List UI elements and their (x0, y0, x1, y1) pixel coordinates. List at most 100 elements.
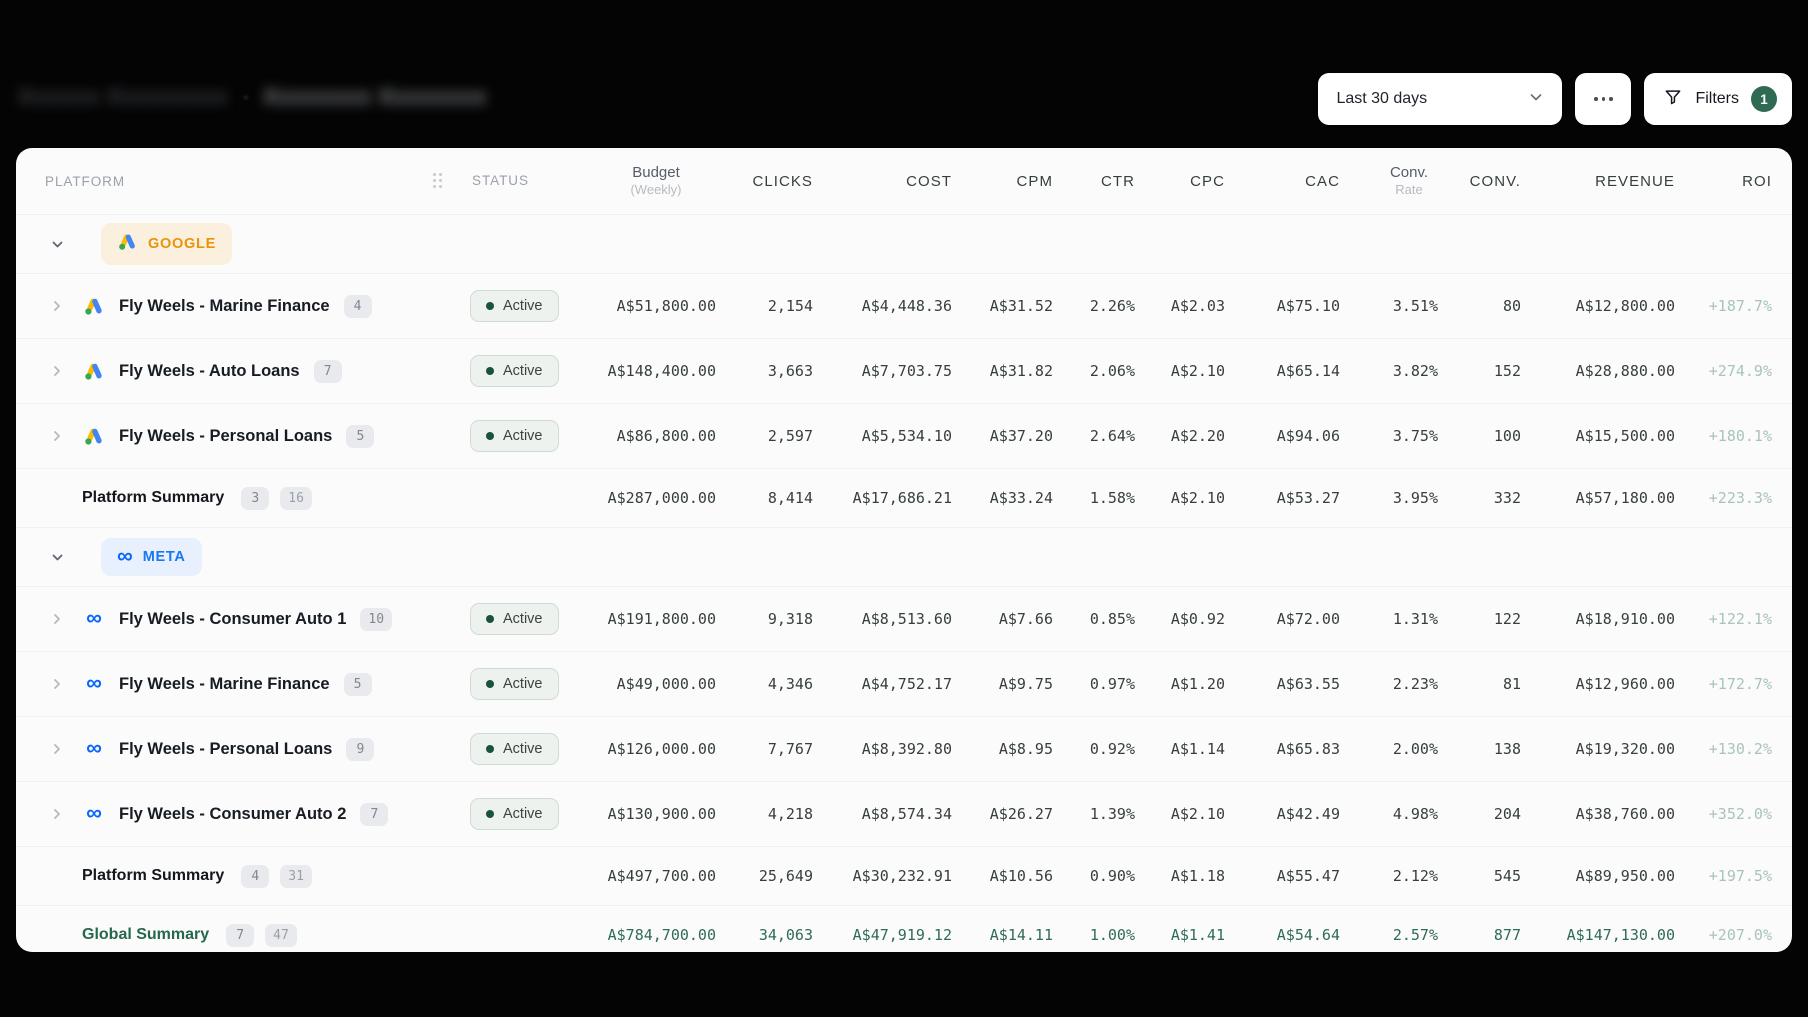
cpm-cell: A$26.27 (989, 805, 1053, 823)
chevron-down-icon[interactable] (49, 550, 65, 565)
campaign-name: Fly Weels - Personal Loans (119, 426, 333, 445)
campaign-row[interactable]: Fly Weels - Marine Finance 4 Active A$51… (16, 273, 1792, 338)
cpm-cell: A$37.20 (989, 427, 1053, 445)
chevron-down-icon[interactable] (49, 237, 65, 252)
roi-cell: +223.3% (1708, 489, 1772, 507)
conv-rate-cell: 2.00% (1392, 740, 1438, 758)
clicks-cell: 2,597 (767, 427, 813, 445)
platform-summary-row: Platform Summary 3 16 A$287,000.00 8,414… (16, 468, 1792, 527)
revenue-cell: A$19,320.00 (1575, 740, 1675, 758)
status-badge[interactable]: Active (470, 603, 559, 635)
global-summary-row: Global Summary 7 47 A$784,700.00 34,063 … (16, 905, 1792, 952)
chevron-right-icon[interactable] (49, 677, 65, 691)
status-badge[interactable]: Active (470, 733, 559, 765)
revenue-cell: A$12,800.00 (1575, 297, 1675, 315)
drag-handle-icon[interactable] (433, 172, 444, 190)
cac-cell: A$65.14 (1276, 362, 1340, 380)
cpm-cell: A$31.82 (989, 362, 1053, 380)
conv-rate-cell: 2.57% (1392, 926, 1438, 944)
status-badge[interactable]: Active (470, 290, 559, 322)
status-badge[interactable]: Active (470, 420, 559, 452)
group-row-meta[interactable]: ∞ META (16, 527, 1792, 586)
cpm-cell: A$7.66 (998, 610, 1053, 628)
conv-cell: 138 (1493, 740, 1521, 758)
active-dot-icon (486, 680, 494, 688)
conv-rate-column-header: Conv. Rate (1360, 163, 1458, 199)
filters-count-badge: 1 (1751, 86, 1777, 112)
platform-pill-google[interactable]: GOOGLE (101, 223, 232, 265)
cac-cell: A$42.49 (1276, 805, 1340, 823)
roi-cell: +122.1% (1708, 610, 1772, 628)
status-badge[interactable]: Active (470, 668, 559, 700)
summary-label-cell: Platform Summary 4 31 (16, 864, 456, 888)
global-summary-label: Global Summary (82, 926, 210, 943)
summary-count-badge: 3 (241, 486, 270, 510)
roi-cell: +352.0% (1708, 805, 1772, 823)
more-options-button[interactable] (1575, 73, 1632, 125)
google-ads-icon (82, 295, 106, 317)
chevron-right-icon[interactable] (49, 364, 65, 378)
budget-header-sublabel: (Weekly) (630, 182, 682, 198)
roi-cell: +130.2% (1708, 740, 1772, 758)
campaign-name: Fly Weels - Auto Loans (119, 361, 300, 380)
group-row-google[interactable]: GOOGLE (16, 214, 1792, 273)
cac-cell: A$63.55 (1276, 675, 1340, 693)
cost-cell: A$30,232.91 (852, 867, 952, 885)
breadcrumb: Xxxxxx Xxxxxxxxx · Xxxxxxxx Xxxxxxxx (18, 84, 487, 110)
campaign-row[interactable]: ∞ Fly Weels - Consumer Auto 2 7 Active A… (16, 781, 1792, 846)
google-ads-icon (117, 231, 138, 257)
chevron-down-icon (1528, 89, 1544, 110)
roi-cell: +187.7% (1708, 297, 1772, 315)
campaign-row[interactable]: ∞ Fly Weels - Consumer Auto 1 10 Active … (16, 586, 1792, 651)
campaign-platform-cell: Fly Weels - Auto Loans 7 (16, 359, 456, 383)
cost-cell: A$4,752.17 (861, 675, 952, 693)
summary-count-badge: 16 (280, 486, 312, 510)
cac-cell: A$94.06 (1276, 427, 1340, 445)
active-dot-icon (486, 745, 494, 753)
cost-cell: A$47,919.12 (852, 926, 952, 944)
conv-rate-cell: 3.82% (1392, 362, 1438, 380)
status-label: Active (503, 611, 543, 627)
clicks-cell: 25,649 (758, 867, 813, 885)
ctr-cell: 2.26% (1089, 297, 1135, 315)
chevron-right-icon[interactable] (49, 807, 65, 821)
cost-cell: A$7,703.75 (861, 362, 952, 380)
revenue-cell: A$89,950.00 (1575, 867, 1675, 885)
status-badge[interactable]: Active (470, 355, 559, 387)
clicks-cell: 4,346 (767, 675, 813, 693)
ctr-cell: 0.97% (1089, 675, 1135, 693)
cost-cell: A$4,448.36 (861, 297, 952, 315)
chevron-right-icon[interactable] (49, 742, 65, 756)
revenue-cell: A$57,180.00 (1575, 489, 1675, 507)
campaign-platform-cell: Fly Weels - Personal Loans 5 (16, 424, 456, 448)
breadcrumb-separator: · (242, 85, 250, 108)
status-header-label: STATUS (472, 173, 529, 188)
platform-group-label: GOOGLE (148, 236, 216, 252)
cpm-cell: A$31.52 (989, 297, 1053, 315)
filters-button[interactable]: Filters 1 (1644, 73, 1792, 125)
chevron-right-icon[interactable] (49, 299, 65, 313)
conv-rate-cell: 1.31% (1392, 610, 1438, 628)
platform-pill-meta[interactable]: ∞ META (101, 538, 202, 576)
budget-cell: A$784,700.00 (607, 926, 716, 944)
budget-cell: A$148,400.00 (607, 362, 716, 380)
campaign-row[interactable]: Fly Weels - Personal Loans 5 Active A$86… (16, 403, 1792, 468)
campaign-row[interactable]: ∞ Fly Weels - Personal Loans 9 Active A$… (16, 716, 1792, 781)
chevron-right-icon[interactable] (49, 429, 65, 443)
campaign-row[interactable]: Fly Weels - Auto Loans 7 Active A$148,40… (16, 338, 1792, 403)
campaign-platform-cell: ∞ Fly Weels - Marine Finance 5 (16, 672, 456, 696)
meta-icon: ∞ (86, 800, 102, 825)
date-range-dropdown[interactable]: Last 30 days (1318, 73, 1563, 125)
cac-cell: A$54.64 (1276, 926, 1340, 944)
status-badge[interactable]: Active (470, 798, 559, 830)
cpc-cell: A$1.14 (1170, 740, 1225, 758)
ctr-cell: 1.00% (1089, 926, 1135, 944)
revenue-column-header: REVENUE (1595, 172, 1675, 190)
cpc-cell: A$2.03 (1170, 297, 1225, 315)
conv-cell: 80 (1502, 297, 1521, 315)
top-bar: Xxxxxx Xxxxxxxxx · Xxxxxxxx Xxxxxxxx Las… (16, 0, 1792, 148)
summary-count-badge: 47 (265, 923, 297, 947)
campaign-row[interactable]: ∞ Fly Weels - Marine Finance 5 Active A$… (16, 651, 1792, 716)
chevron-right-icon[interactable] (49, 612, 65, 626)
status-cell: Active (456, 290, 576, 322)
